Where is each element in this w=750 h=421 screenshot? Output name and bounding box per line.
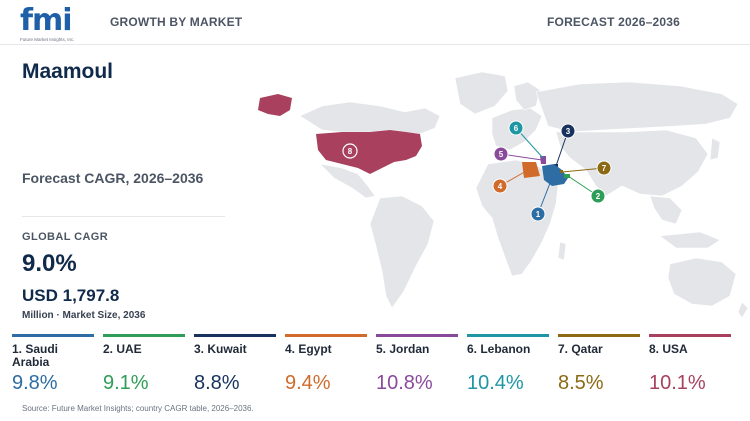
header-right-label: FORECAST 2026–2036 xyxy=(547,15,680,29)
country-name: 6. Lebanon xyxy=(467,342,531,356)
country-name: 3. Kuwait xyxy=(194,342,247,356)
country-color-bar xyxy=(12,334,94,337)
country-name: 7. Qatar xyxy=(558,342,603,356)
global-cagr-value: 9.0% xyxy=(22,250,77,277)
country-cagr-value: 9.4% xyxy=(285,372,331,394)
country-markers: 1 2 3 4 5 6 7 8 xyxy=(342,120,612,222)
divider xyxy=(22,216,225,217)
country-color-bar xyxy=(558,334,640,337)
marker-circle-egypt xyxy=(492,178,508,194)
country-name: 4. Egypt xyxy=(285,342,332,356)
marker-circle-kuwait xyxy=(560,123,576,139)
marker-rank-label: 1 xyxy=(536,210,541,219)
country-cagr-value: 10.4% xyxy=(467,372,524,394)
country-color-bar xyxy=(376,334,458,337)
country-card-kuwait: 3. Kuwait 8.8% xyxy=(194,334,276,400)
country-card-jordan: 5. Jordan 10.8% xyxy=(376,334,458,400)
country-saudi-arabia xyxy=(542,164,568,186)
country-color-bar xyxy=(103,334,185,337)
marker-rank-label: 4 xyxy=(498,182,503,191)
country-usa xyxy=(316,130,422,174)
market-size-label: Million · Market Size, 2036 xyxy=(22,310,146,321)
country-card-usa: 8. USA 10.1% xyxy=(649,334,731,400)
header-left-label: GROWTH BY MARKET xyxy=(110,15,243,29)
marker-circle-jordan xyxy=(493,146,509,162)
marker-circle-saudi-arabia xyxy=(530,206,546,222)
header-bar: fmi Future Market Insights, Inc. GROWTH … xyxy=(0,0,750,45)
country-usa-alaska xyxy=(258,94,292,116)
country-name: 5. Jordan xyxy=(376,342,430,356)
marker-rank-label: 2 xyxy=(596,192,601,201)
country-egypt xyxy=(522,162,540,178)
country-cagr-value: 9.8% xyxy=(12,372,58,394)
country-levant xyxy=(540,156,546,164)
country-cagr-value: 10.8% xyxy=(376,372,433,394)
source-note: Source: Future Market Insights; country … xyxy=(22,404,254,413)
marker-circle-qatar xyxy=(596,160,612,176)
market-size-value: USD 1,797.8 xyxy=(22,286,120,305)
country-color-bar xyxy=(649,334,731,337)
marker-rank-label: 7 xyxy=(602,164,607,173)
country-color-bar xyxy=(467,334,549,337)
marker-rank-label: 6 xyxy=(514,124,519,133)
country-name: 2. UAE xyxy=(103,342,142,356)
marker-circle-uae xyxy=(590,188,606,204)
logo-subtitle: Future Market Insights, Inc. xyxy=(20,37,75,42)
world-landmass xyxy=(299,71,749,319)
country-color-bar xyxy=(285,334,367,337)
country-color-bar xyxy=(194,334,276,337)
country-name: 8. USA xyxy=(649,342,688,356)
country-cagr-value: 8.8% xyxy=(194,372,240,394)
country-card-qatar: 7. Qatar 8.5% xyxy=(558,334,640,400)
chart-subtitle: Forecast CAGR, 2026–2036 xyxy=(22,170,204,186)
chart-title: Maamoul xyxy=(22,60,114,83)
country-card-egypt: 4. Egypt 9.4% xyxy=(285,334,367,400)
world-map: 1 2 3 4 5 6 7 8 xyxy=(258,71,749,319)
country-name: 1. Saudi Arabia xyxy=(12,342,59,369)
fmi-logo: fmi Future Market Insights, Inc. xyxy=(20,6,92,46)
marker-circle-usa xyxy=(342,143,358,159)
global-cagr-label: GLOBAL CAGR xyxy=(22,231,109,243)
country-card-lebanon: 6. Lebanon 10.4% xyxy=(467,334,549,400)
country-cagr-value: 10.1% xyxy=(649,372,706,394)
country-cagr-value: 8.5% xyxy=(558,372,604,394)
country-card-saudi-arabia: 1. Saudi Arabia 9.8% xyxy=(12,334,94,400)
country-cagr-row: 1. Saudi Arabia 9.8% 2. UAE 9.1% 3. Kuwait 8.… xyxy=(12,334,740,400)
country-card-uae: 2. UAE 9.1% xyxy=(103,334,185,400)
logo-wordmark: fmi xyxy=(20,3,73,38)
marker-rank-label: 8 xyxy=(348,147,353,156)
country-cagr-value: 9.1% xyxy=(103,372,149,394)
marker-rank-label: 3 xyxy=(566,127,571,136)
country-uae xyxy=(564,174,570,178)
marker-circle-lebanon xyxy=(508,120,524,136)
marker-rank-label: 5 xyxy=(499,150,504,159)
